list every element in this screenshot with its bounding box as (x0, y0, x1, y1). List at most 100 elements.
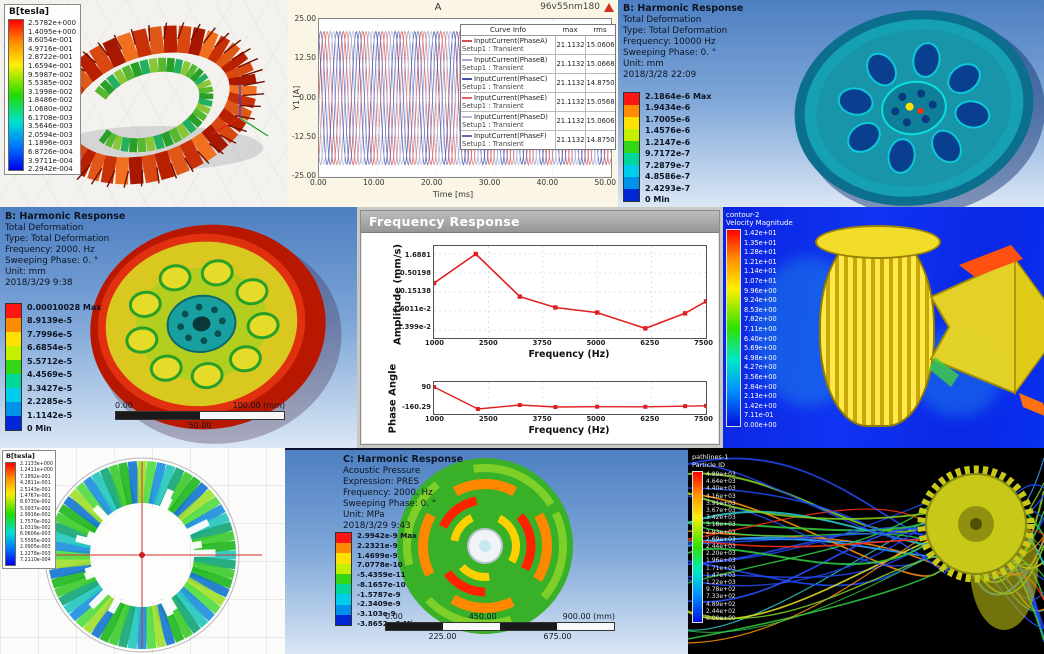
pressure-colorbar (335, 532, 352, 626)
scale-labels-top: 0.00 450.00 900.00 (mm) (385, 612, 615, 621)
flux-legend-value: 1.1896e-003 (28, 139, 73, 148)
scale-labels-bottom: 225.00 675.00 (385, 632, 615, 641)
panel-frequency-response: Frequency Response Amplitude (mm/s) 1.68… (357, 207, 723, 448)
annotation-line: Sweeping Phase: 0. ° (343, 499, 437, 509)
legend-value: 9.24e+00 (744, 296, 777, 305)
legend-value: 7.82e+00 (744, 315, 777, 324)
legend-value: 3.42e+03 (706, 514, 736, 522)
particle-legend: pathlines-1 Particle ID 4.89e+03 4.64e+03 4… (692, 453, 736, 623)
ruler-segment (557, 623, 614, 630)
legend-value: 4.16e+03 (706, 492, 736, 500)
legend-value: 5.69e+00 (744, 344, 777, 353)
flux-legend-value: 6.8726e-004 (28, 147, 73, 156)
x-axis-ticks: 0.00 10.00 20.00 30.00 40.00 50.00 (310, 178, 616, 187)
legend-value: 2.44e+02 (706, 607, 736, 615)
flux-legend-value: 1.4767e-001 (20, 494, 51, 500)
legend-value: 4.64e+03 (706, 478, 736, 486)
flux-legend-title: B[tesla] (6, 452, 35, 460)
legend-value: -5.4359e-11 (357, 570, 406, 580)
x-tick: 7500 (694, 415, 713, 423)
x-axis-label: Time [ms] (432, 190, 474, 199)
legend-value: 4.89e+03 (706, 471, 736, 478)
y-tick: 1.6881 (404, 251, 431, 259)
curve-table-row: InputCurrent(PhaseD) Setup1 : Transient … (461, 112, 615, 131)
legend-value: 2.93e+03 (706, 528, 736, 536)
acoustic-disc-render (397, 458, 573, 634)
legend-value: -8.1657e-10 (357, 579, 406, 589)
legend-value: 7.33e+02 (706, 593, 736, 601)
legend-value: 1.42e+01 (744, 229, 777, 237)
colorband (624, 141, 639, 153)
curve-rms: 15.0668 (585, 55, 615, 73)
y-axis-ticks: 25.00 12.50 0.00 -12.50 -25.00 (290, 14, 316, 180)
flux-legend-value: 2.8722e-001 (28, 53, 73, 62)
flux-legend-value: 1.0319e-002 (20, 526, 51, 532)
panel-particle-tracks: pathlines-1 Particle ID 4.89e+03 4.64e+03 4… (688, 448, 1044, 654)
legend-value: 2.69e+03 (706, 535, 736, 543)
curve-max: 21.1132 (555, 131, 585, 149)
flux-legend-value: 2.1133e+000 (20, 462, 53, 467)
analysis-title: B: Harmonic Response (623, 3, 744, 14)
colorband (6, 346, 21, 360)
colorband (624, 93, 639, 105)
curve-setup: Setup1 : Transient (462, 102, 524, 110)
analysis-title: B: Harmonic Response (5, 211, 126, 222)
colorband (6, 388, 21, 402)
x-tick: 2500 (478, 339, 498, 347)
annotation-line: 2018/3/29 9:43 (343, 521, 411, 531)
legend-value: 7.11e-01 (744, 411, 774, 420)
legend-value: 7.7996e-5 (27, 329, 73, 339)
scale-label: 900.00 (mm) (562, 612, 615, 621)
curve-setup: Setup1 : Transient (462, 83, 524, 91)
flux-legend-value: 7.2110e-004 (20, 558, 51, 564)
window-titlebar[interactable]: Frequency Response (361, 211, 719, 233)
ruler-segment (443, 623, 500, 630)
panel-harmonic-10000: B: Harmonic Response Total Deformation Ty… (618, 0, 1044, 207)
x-tick: 40.00 (536, 178, 559, 187)
flux-legend: B[tesla] 2.1133e+000 1.2411e+000 7.2892e-0… (2, 450, 56, 569)
colorband (336, 563, 351, 574)
analysis-info-lines: Acoustic Pressure Expression: PRES Frequen… (343, 466, 463, 532)
curve-color-dash-icon (462, 78, 472, 80)
velocity-colorbar (726, 229, 741, 427)
legend-value: 8.53e+00 (744, 305, 777, 314)
amplitude-x-axis-label: Frequency (Hz) (528, 349, 610, 360)
analysis-info-lines: Total Deformation Type: Total Deformation… (623, 15, 743, 81)
legend-value: 2.9942e-9 Max (357, 531, 417, 540)
window-title: Frequency Response (369, 214, 520, 229)
legend-value: 3.18e+03 (706, 521, 736, 529)
legend-value: 3.67e+03 (706, 507, 736, 515)
colorband (624, 117, 639, 129)
analysis-info-lines: Total Deformation Type: Total Deformation… (5, 223, 125, 289)
curve-info-table: Curve Info max rms InputCurrent(PhaseA) Se… (460, 24, 616, 150)
legend-value: 1.42e+00 (744, 401, 777, 410)
particle-colorbar (692, 471, 703, 623)
legend-value: 1.9434e-6 (645, 103, 691, 113)
curve-max: 21.1132 (555, 55, 585, 73)
amplitude-chart (433, 245, 707, 339)
curve-setup: Setup1 : Transient (462, 121, 524, 129)
legend-value: 5.5712e-5 (27, 356, 73, 366)
curve-rms: 15.0606 (585, 36, 615, 54)
plot-title: A (434, 2, 442, 13)
curve-name: InputCurrent(PhaseA) (474, 37, 548, 45)
legend-value: 1.21e+01 (744, 257, 777, 266)
flux-legend-value: 1.2278e-003 (20, 551, 51, 557)
colorband (624, 153, 639, 165)
deformation-legend: 0.00010028 Max 8.9139e-5 7.7996e-5 6.6854e-… (5, 303, 101, 433)
colorband (624, 129, 639, 141)
legend-value: 9.7172e-7 (645, 149, 691, 159)
ruler-segment (116, 412, 200, 419)
colorband (336, 533, 351, 544)
legend-value: 7.2879e-7 (645, 160, 691, 170)
curve-rms: 15.0606 (585, 112, 615, 130)
colorband (336, 584, 351, 595)
legend-value: 4.40e+03 (706, 485, 736, 493)
legend-value: 0.00e+00 (706, 615, 736, 623)
result-annotation: B: Harmonic Response Total Deformation Ty… (5, 211, 125, 289)
deformation-colorbar (623, 92, 640, 202)
panel-harmonic-2000: B: Harmonic Response Total Deformation Ty… (0, 207, 357, 448)
legend-value: 3.56e+00 (744, 372, 777, 381)
annotation-line: Frequency: 10000 Hz (623, 37, 716, 47)
